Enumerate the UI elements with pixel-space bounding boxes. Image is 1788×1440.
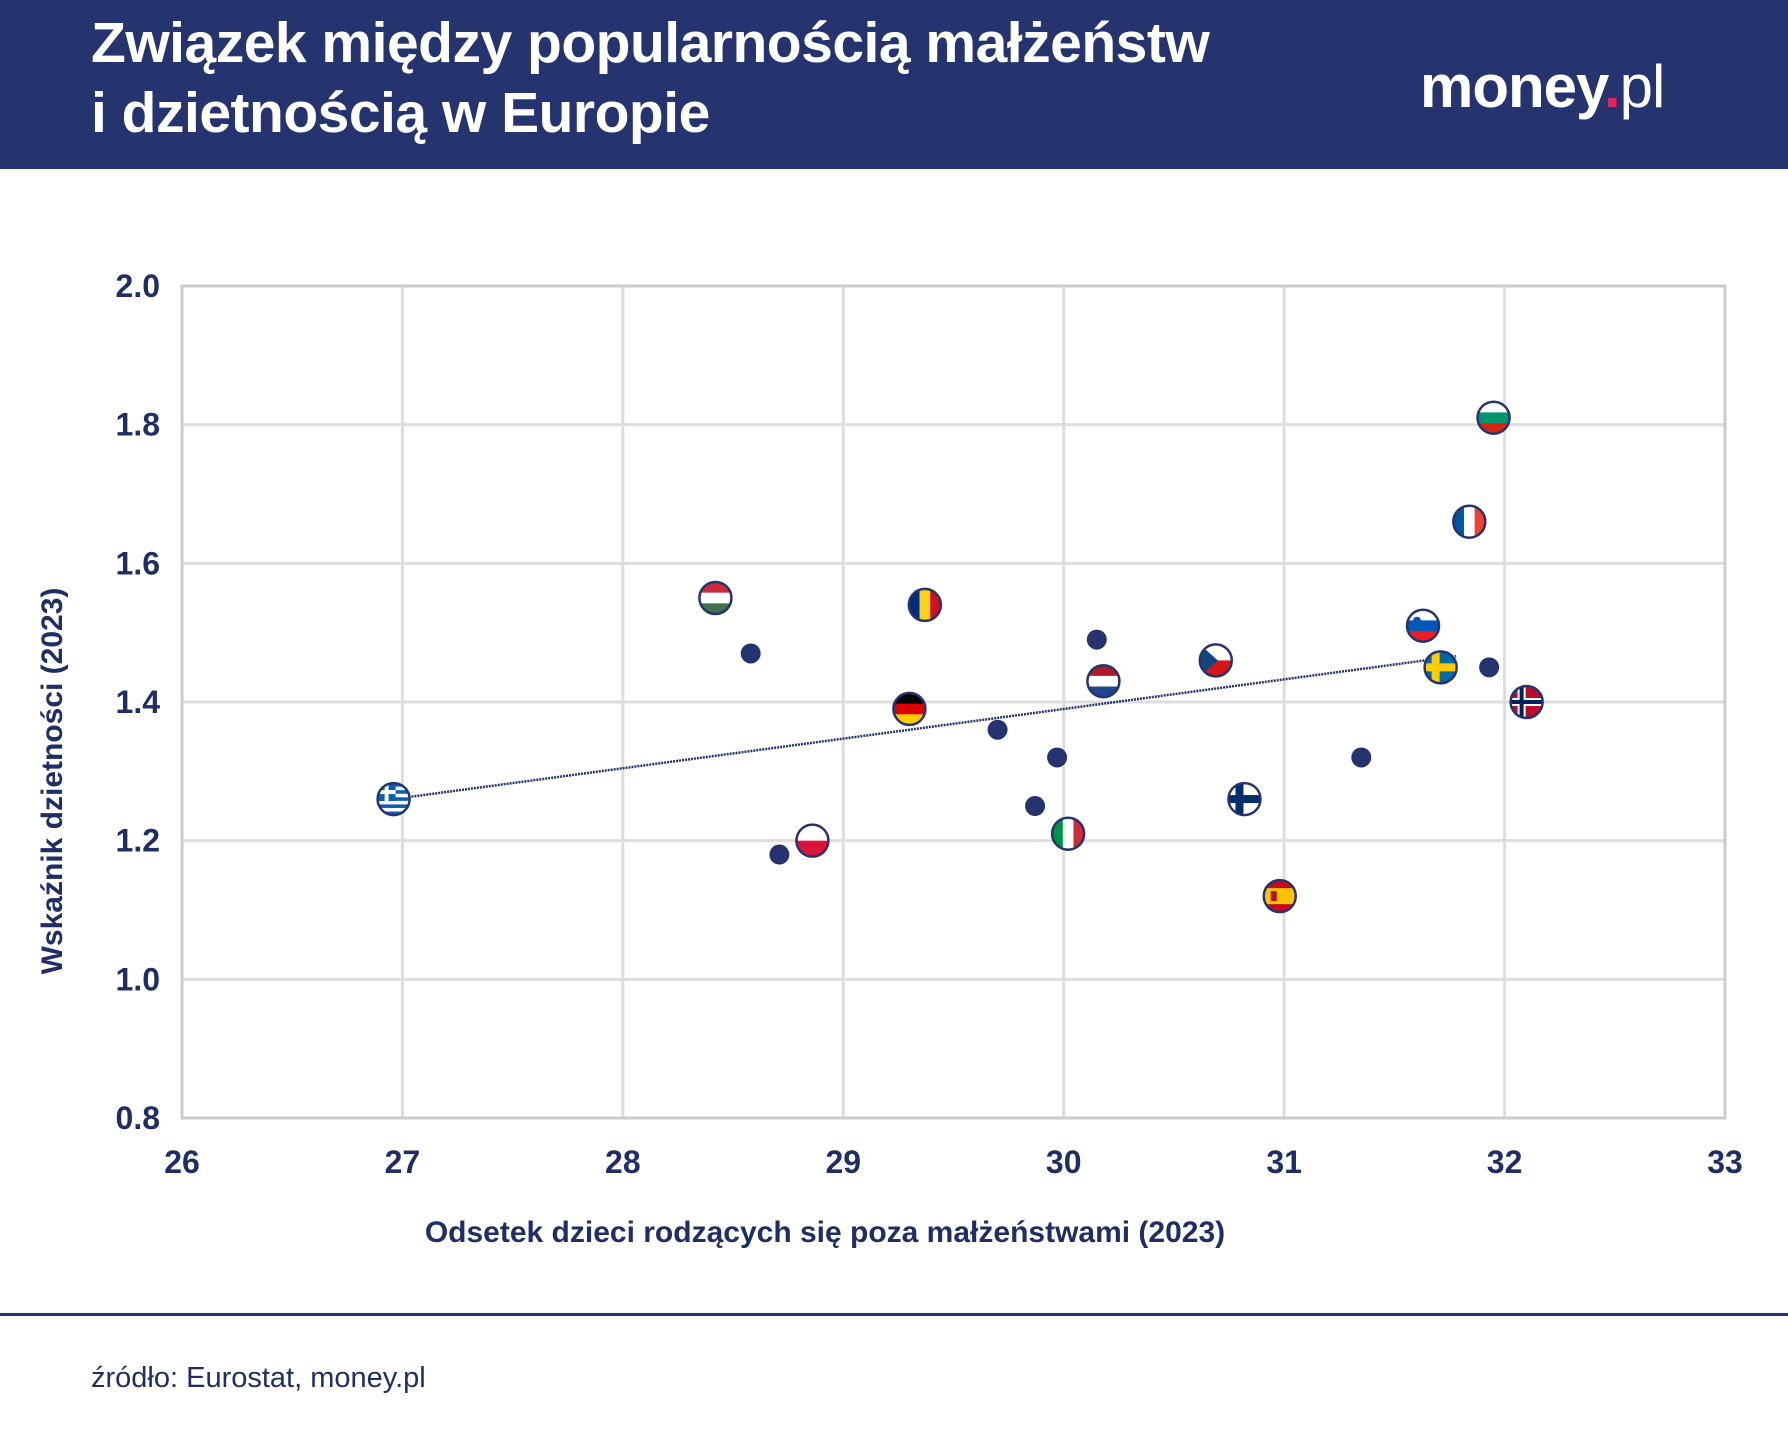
trendline xyxy=(393,655,1457,801)
flag-point-it xyxy=(1052,817,1085,850)
flag-point-si xyxy=(1407,609,1440,642)
flag-point-cz xyxy=(1199,644,1232,677)
flag-point-pl xyxy=(796,824,829,857)
flag-point-nl xyxy=(1087,665,1120,698)
y-tick-label: 1.2 xyxy=(116,823,160,859)
y-tick-label: 1.6 xyxy=(116,545,160,581)
flag-outline xyxy=(1405,608,1441,643)
plot-frame xyxy=(180,284,1727,1120)
flag-outline xyxy=(795,823,830,858)
x-tick-label: 33 xyxy=(1707,1144,1743,1180)
data-point xyxy=(1047,747,1068,768)
flag-outline xyxy=(1509,684,1544,720)
x-tick-label: 28 xyxy=(605,1144,641,1180)
flag-outline xyxy=(1086,663,1121,699)
flag-outline xyxy=(907,587,943,623)
x-tick-label: 29 xyxy=(825,1144,861,1180)
y-tick-label: 0.8 xyxy=(116,1100,160,1136)
flag-outline xyxy=(376,781,411,817)
flag-outline xyxy=(892,691,927,727)
flag-outline xyxy=(1198,643,1234,678)
x-tick-label: 32 xyxy=(1487,1144,1523,1180)
header: Związek między popularnością małżeństw i… xyxy=(0,0,1788,169)
flag-outline xyxy=(1476,400,1511,435)
title-line-2: i dzietnością w Europie xyxy=(91,81,710,145)
x-axis-label: Odsetek dzieci rodzących się poza małżeń… xyxy=(425,1216,1225,1249)
title-line-1: Związek między popularnością małżeństw xyxy=(91,11,1210,75)
data-point xyxy=(1086,629,1107,650)
y-tick-label: 1.4 xyxy=(116,684,161,720)
y-tick-label: 1.0 xyxy=(116,961,160,997)
scatter-chart: 26 27 28 29 30 31 32 33 0.8 1.0 1.2 1.4 1.6 1.8 2.0 Od… xyxy=(36,268,1743,1249)
flag-outline xyxy=(1423,650,1458,685)
y-tick-label: 1.8 xyxy=(116,407,160,443)
data-point xyxy=(1479,657,1500,678)
flag-outline xyxy=(1050,816,1086,851)
flag-outline xyxy=(698,580,733,616)
y-axis-label: Wskaźnik dzietności (2023) xyxy=(36,588,69,975)
y-tick-label: 2.0 xyxy=(116,268,160,304)
flag-point-ro xyxy=(908,588,941,621)
data-point xyxy=(769,844,790,865)
flag-point-fr xyxy=(1453,505,1486,538)
money-pl-logo: money.pl xyxy=(1420,53,1665,120)
flag-outline xyxy=(1452,504,1487,539)
data-points xyxy=(376,400,1544,914)
x-tick-label: 27 xyxy=(385,1144,421,1180)
data-point xyxy=(740,643,761,664)
x-tick-label: 30 xyxy=(1046,1144,1082,1180)
footer-divider xyxy=(0,1313,1788,1316)
chart-title: Związek między popularnością małżeństw i… xyxy=(91,8,1210,148)
flag-outline xyxy=(1227,781,1262,817)
flag-point-es xyxy=(1263,880,1296,913)
data-point xyxy=(1351,747,1372,768)
x-tick-label: 31 xyxy=(1266,1144,1302,1180)
flag-point-gr xyxy=(377,783,410,816)
x-tick-label: 26 xyxy=(164,1144,200,1180)
data-point xyxy=(987,719,1008,740)
trendline-group xyxy=(393,655,1457,801)
tick-labels: 26 27 28 29 30 31 32 33 0.8 1.0 1.2 1.4 1.6 1.8 2.0 xyxy=(116,268,1743,1180)
flag-point-bg xyxy=(1477,401,1510,434)
flag-outline xyxy=(1262,878,1297,914)
data-point xyxy=(1025,796,1046,816)
source-note: źródło: Eurostat, money.pl xyxy=(91,1362,426,1394)
flag-point-de xyxy=(893,692,926,725)
flag-point-hu xyxy=(699,582,732,614)
